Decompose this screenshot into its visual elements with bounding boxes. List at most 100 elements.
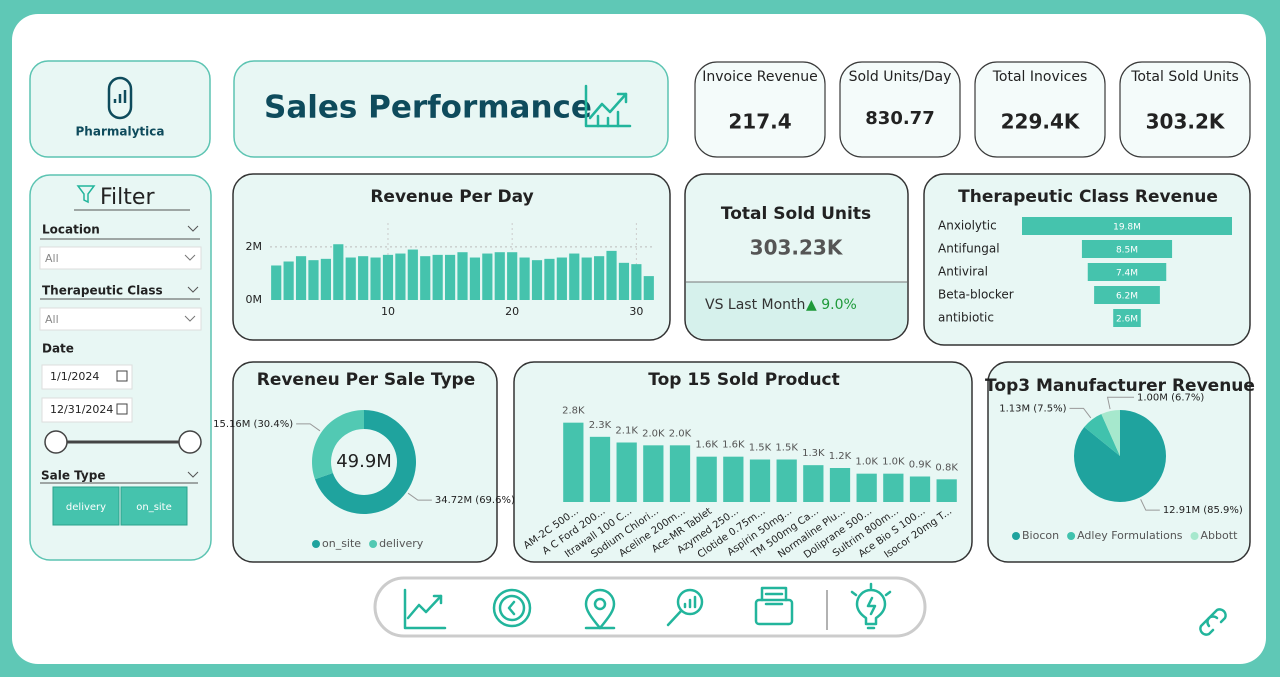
logo-bars [113, 90, 127, 103]
kpi-label: Sold Units/Day [849, 69, 952, 85]
data-label: 34.72M (69.6%) [435, 495, 515, 506]
slice [1084, 413, 1120, 456]
bar [643, 445, 664, 502]
card-comparison: VS Last Month [705, 297, 805, 313]
bar [616, 442, 637, 502]
bar [749, 459, 771, 502]
kpi-card [974, 61, 1106, 158]
data-label: 0.9K [909, 460, 932, 471]
data-label: 2.0K [669, 428, 692, 439]
bar [420, 256, 431, 300]
chart-title: Top3 Manufacturer Revenue [985, 376, 1255, 396]
title-icon [584, 84, 632, 128]
chart-title: Reveneu Per Sale Type [257, 370, 476, 390]
logo-panel [29, 60, 211, 158]
legend-marker [1190, 532, 1199, 540]
bar [803, 465, 824, 502]
bar [271, 265, 282, 300]
kpi-card [839, 61, 961, 158]
date-start: 1/1/2024 [50, 370, 99, 383]
data-label: 2.1K [615, 426, 638, 437]
category-label: antibiotic [938, 311, 994, 325]
chevron [184, 315, 196, 322]
legend-marker [369, 540, 378, 548]
center-label: 49.9M [336, 451, 392, 472]
legend-label: Abbott [1201, 529, 1239, 542]
kpi-value: 830.77 [865, 108, 934, 129]
leader-line [1106, 396, 1134, 410]
kpi-value: 229.4K [1001, 110, 1081, 134]
nav-report[interactable] [754, 586, 794, 626]
chart-title: Revenue Per Day [370, 187, 533, 207]
funnel-bar [1113, 309, 1141, 327]
data-label: 1.5K [775, 443, 798, 454]
bar [519, 257, 530, 300]
card-value: 303.23K [750, 236, 844, 260]
bar [618, 262, 630, 300]
nav-insights[interactable] [850, 582, 892, 630]
data-label: 1.0K [882, 457, 905, 468]
data-label: 2.3K [589, 420, 612, 431]
filter-icon [76, 185, 96, 204]
data-label: 2.6M [1116, 315, 1138, 325]
bar [563, 422, 584, 502]
chart-title: Top 15 Sold Product [648, 370, 840, 390]
nav-bar [373, 576, 927, 638]
kpi-label: Total Inovices [992, 69, 1088, 85]
dropdown-value: All [45, 252, 59, 265]
data-label: 15.16M (30.4%) [213, 419, 293, 430]
card-footer [686, 282, 907, 339]
dropdown[interactable] [39, 246, 202, 270]
bar [345, 257, 356, 300]
bar [556, 257, 567, 300]
category-label: Antifungal [938, 242, 1000, 256]
bar [333, 244, 344, 300]
nav-analysis[interactable] [666, 588, 704, 627]
dropdown[interactable] [39, 307, 202, 331]
leader-line [296, 423, 321, 432]
filter-label: Sale Type [41, 469, 105, 483]
category-label: Beta-blocker [938, 288, 1014, 302]
y-tick-label: 2M [246, 240, 263, 253]
legend-label: Adley Formulations [1077, 529, 1183, 542]
nav-time[interactable] [492, 588, 532, 628]
legend-marker [312, 540, 320, 548]
bar [669, 445, 691, 502]
option-label: delivery [66, 502, 106, 513]
nav-sales[interactable] [403, 588, 447, 630]
bar [358, 256, 369, 300]
bar [494, 252, 505, 300]
funnel-bar [1081, 240, 1173, 258]
leader-line [407, 492, 432, 501]
bar [382, 254, 394, 300]
date-input[interactable] [41, 364, 133, 390]
bar [507, 252, 518, 300]
legend-label: Biocon [1022, 529, 1059, 542]
x-tick-label: 20 [505, 305, 519, 318]
filter-label: Therapeutic Class [42, 284, 163, 298]
option-label: on_site [136, 502, 172, 513]
bar [432, 254, 443, 300]
slider-handle[interactable] [178, 430, 202, 454]
bar [606, 250, 617, 300]
kpi-card [694, 61, 826, 158]
data-label: 1.00M (6.7%) [1137, 392, 1204, 403]
funnel-bar [1087, 263, 1167, 281]
bar [395, 253, 406, 300]
kpi-card [1119, 61, 1251, 158]
card-title: Total Sold Units [721, 204, 871, 224]
chart-title: Therapeutic Class Revenue [958, 187, 1218, 207]
data-label: 1.5K [749, 443, 772, 454]
kpi-value: 217.4 [728, 110, 791, 134]
bar [883, 473, 904, 502]
option-button[interactable] [120, 486, 188, 526]
bar [589, 436, 611, 502]
slider-handle[interactable] [44, 430, 68, 454]
calendar-icon [116, 403, 128, 415]
link-icon[interactable] [1199, 608, 1227, 636]
bar [544, 258, 555, 300]
nav-map[interactable] [584, 588, 616, 630]
bar [308, 260, 319, 300]
option-button[interactable] [52, 486, 120, 526]
chart-panel [232, 361, 498, 563]
